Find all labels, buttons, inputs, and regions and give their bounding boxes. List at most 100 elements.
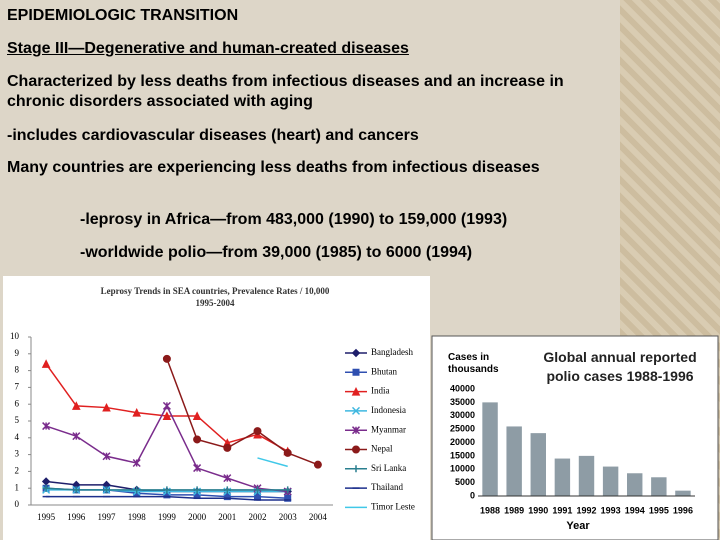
chart-panel xyxy=(3,276,430,540)
marker xyxy=(351,386,361,396)
bar xyxy=(675,490,691,496)
y-axis-label: Cases in thousands xyxy=(448,352,499,375)
bar xyxy=(506,426,522,496)
marker xyxy=(284,486,292,494)
marker xyxy=(42,422,51,431)
legend-label: Timor Leste xyxy=(371,501,415,511)
marker xyxy=(162,401,171,410)
marker xyxy=(193,464,202,473)
y-tick-label: 6 xyxy=(15,398,20,408)
chart-panel xyxy=(431,335,719,540)
y-tick-label: 8 xyxy=(15,365,20,375)
x-tick-label: 1994 xyxy=(625,505,645,515)
text-item: -includes cardiovascular diseases (heart… xyxy=(7,127,419,144)
bar xyxy=(627,473,643,496)
marker xyxy=(253,427,262,436)
marker xyxy=(163,486,171,494)
marker xyxy=(133,486,141,494)
x-axis-label: Year xyxy=(566,520,590,532)
marker xyxy=(223,474,232,483)
y-tick-label: 0 xyxy=(470,490,475,500)
marker xyxy=(72,432,81,441)
marker xyxy=(193,435,202,444)
x-tick-label: 1998 xyxy=(128,512,147,522)
marker xyxy=(352,445,361,454)
chart-subtitle: 1995-2004 xyxy=(195,298,235,308)
marker xyxy=(352,465,360,473)
x-tick-label: 2000 xyxy=(188,512,207,522)
slide-title: EPIDEMIOLOGIC TRANSITION xyxy=(7,7,239,24)
marker xyxy=(102,452,111,461)
y-tick-label: 40000 xyxy=(450,383,475,393)
marker xyxy=(41,359,51,368)
marker xyxy=(72,486,80,494)
marker xyxy=(223,486,231,494)
x-tick-label: 1996 xyxy=(67,512,86,522)
x-tick-label: 1995 xyxy=(37,512,56,522)
legend-label: India xyxy=(371,386,390,396)
bar xyxy=(651,477,667,496)
marker xyxy=(132,458,141,468)
bar xyxy=(578,455,595,496)
marker xyxy=(351,426,361,435)
legend-label: Bangladesh xyxy=(371,347,413,357)
y-tick-label: 2 xyxy=(15,465,20,475)
y-tick-label: 10 xyxy=(10,331,20,341)
text-item: -worldwide polio—from 39,000 (1985) to 6… xyxy=(80,244,473,261)
x-tick-label: 1989 xyxy=(504,505,524,515)
y-tick-label: 7 xyxy=(15,381,20,391)
y-tick-label: 10000 xyxy=(450,464,475,474)
bar xyxy=(530,433,546,496)
marker xyxy=(352,368,360,376)
chart-title: Leprosy Trends in SEA countries, Prevale… xyxy=(100,286,330,296)
legend-label: Bhutan xyxy=(371,366,397,376)
marker xyxy=(313,460,322,469)
x-tick-label: 2002 xyxy=(249,512,267,522)
text-item: -leprosy in Africa—from 483,000 (1990) t… xyxy=(80,211,508,228)
y-tick-label: 15000 xyxy=(450,450,475,460)
marker xyxy=(71,401,81,410)
x-tick-label: 1995 xyxy=(649,505,669,515)
marker xyxy=(162,354,171,363)
y-tick-label: 5000 xyxy=(455,477,475,487)
marker xyxy=(351,348,361,358)
series-line xyxy=(257,457,288,468)
text-item: Many countries are experiencing less dea… xyxy=(7,159,540,176)
bar xyxy=(554,458,571,496)
chart-title: Global annual reported polio cases 1988-… xyxy=(543,349,697,384)
marker xyxy=(42,484,50,492)
marker xyxy=(193,486,201,494)
bar xyxy=(602,466,619,496)
y-tick-label: 9 xyxy=(15,348,20,358)
y-tick-label: 1 xyxy=(15,482,20,492)
x-tick-label: 1999 xyxy=(158,512,177,522)
y-tick-label: 30000 xyxy=(450,410,475,420)
legend-label: Nepal xyxy=(371,444,393,454)
x-tick-label: 1991 xyxy=(552,505,572,515)
text-item: Characterized by less deaths from infect… xyxy=(7,73,564,110)
series-line xyxy=(166,358,319,466)
legend-label: Myanmar xyxy=(371,424,406,434)
marker xyxy=(223,443,232,452)
x-tick-label: 2003 xyxy=(279,512,298,522)
y-tick-label: 20000 xyxy=(450,437,475,447)
x-tick-label: 1993 xyxy=(601,505,621,515)
x-tick-label: 1997 xyxy=(98,512,117,522)
marker xyxy=(351,406,361,415)
marker xyxy=(132,407,142,417)
marker xyxy=(254,486,261,494)
legend-label: Sri Lanka xyxy=(371,463,406,473)
marker xyxy=(162,411,172,420)
y-tick-label: 0 xyxy=(15,499,20,509)
y-tick-label: 3 xyxy=(15,449,20,459)
legend-label: Indonesia xyxy=(371,405,406,415)
x-tick-label: 2004 xyxy=(309,512,328,522)
marker xyxy=(192,411,202,420)
x-tick-label: 1988 xyxy=(480,505,500,515)
y-tick-label: 25000 xyxy=(450,424,475,434)
y-tick-label: 5 xyxy=(15,415,20,425)
x-tick-label: 1996 xyxy=(673,505,693,515)
legend-label: Thailand xyxy=(371,482,403,492)
